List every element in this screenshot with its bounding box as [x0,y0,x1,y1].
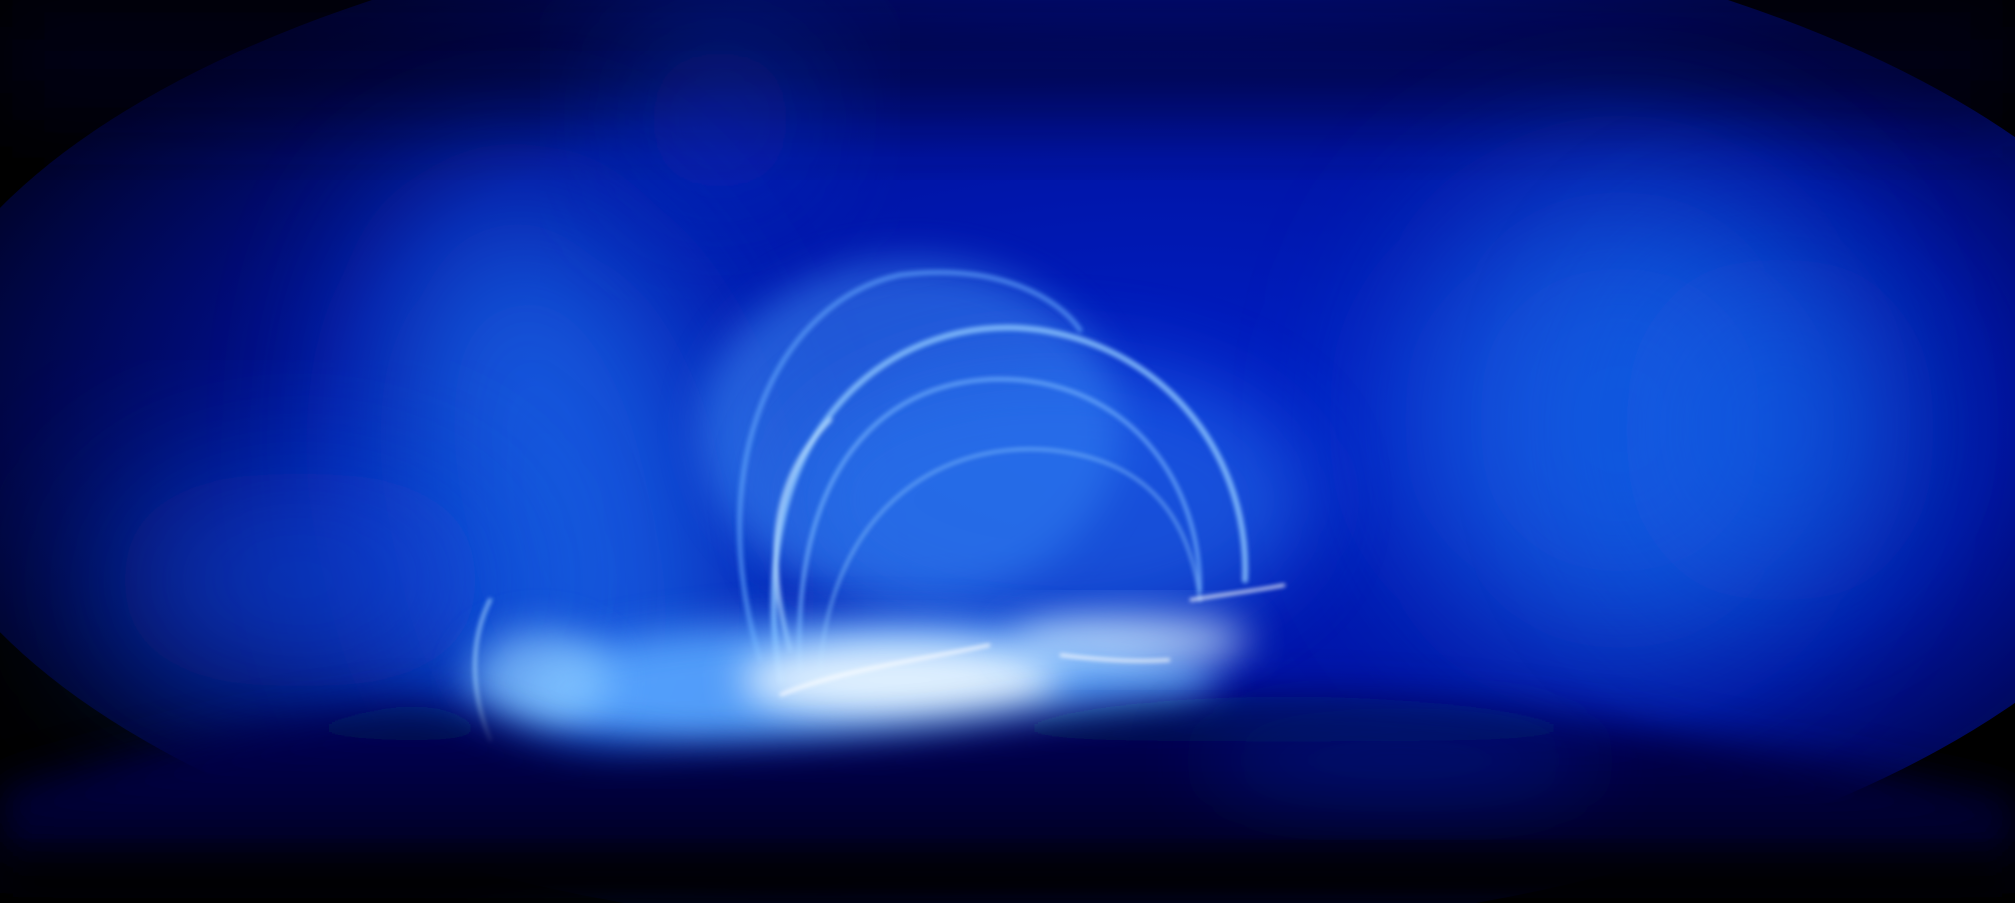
right-haze [1620,250,1940,610]
bottom-shade [0,860,2015,903]
arch [770,324,1249,683]
arches [473,269,1249,742]
ground-haze [1200,720,1600,800]
thread [779,643,991,697]
bright-spot [470,630,610,730]
bright-threads [779,583,1286,697]
upper-plume [630,30,810,210]
arch [818,447,1202,672]
bright-core [1010,615,1250,665]
bright-core [740,640,1060,720]
arch [737,269,1083,663]
arch [773,417,833,653]
top-shade [0,0,2015,120]
loop-core [790,360,1310,640]
thread [1189,583,1286,602]
left-haze [100,470,500,690]
thread [1059,653,1171,663]
arch [797,377,1202,672]
